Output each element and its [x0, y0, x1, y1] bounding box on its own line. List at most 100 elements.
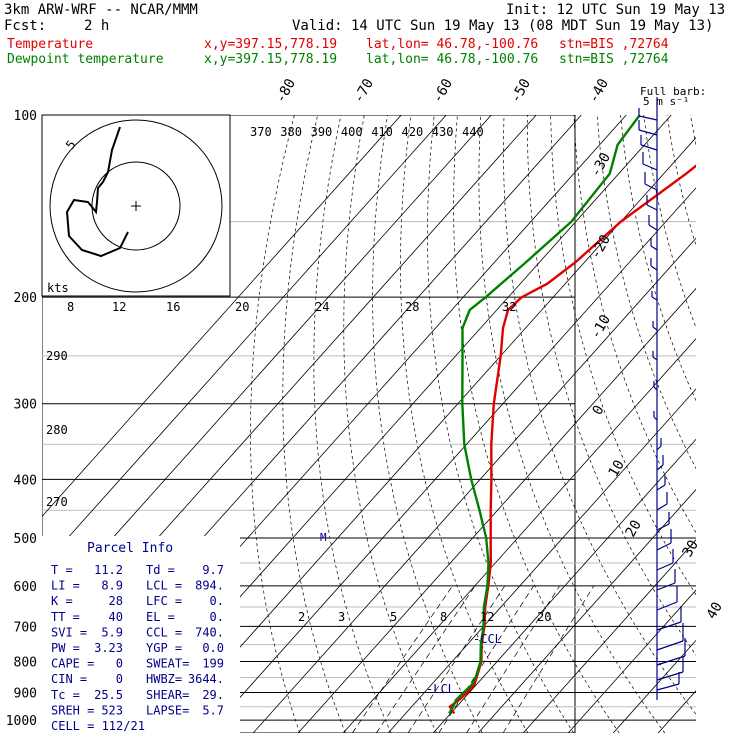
wind-barb: [656, 601, 678, 611]
temperature-profile: [448, 164, 696, 715]
hodograph-speed-tick: 12: [112, 300, 126, 314]
parcel-info-key: Tc =: [51, 688, 80, 702]
isotherm: [612, 639, 696, 733]
mixing-ratio-tick: 8: [440, 610, 447, 624]
isotherm: [387, 388, 696, 733]
temperature-tick: 40: [704, 599, 726, 622]
wind-barb: [656, 484, 666, 491]
mixing-ratio-line: [376, 585, 476, 733]
parcel-info-key: CAPE =: [51, 657, 94, 671]
parcel-info-value: 523: [101, 703, 123, 717]
theta-e-tick: 430: [432, 125, 454, 139]
temperature-tick: -10: [588, 312, 615, 342]
temperature-tick: -20: [588, 232, 615, 262]
isotherm: [567, 589, 696, 733]
theta-label: 270: [46, 495, 68, 509]
forecast-label: Fcst:: [4, 18, 47, 34]
dry-adiabat: [250, 115, 301, 733]
parcel-info-key: PW =: [51, 641, 80, 655]
barb-note-units: 5 m s⁻¹: [643, 95, 689, 108]
dewpoint-station: stn=BIS ,72764: [559, 52, 669, 67]
wind-barb: [656, 464, 664, 471]
dewpoint-legend: Dewpoint temperature: [7, 52, 164, 67]
valid-time: Valid: 14 UTC Sun 19 May 13 (08 MDT Sun …: [292, 18, 714, 34]
parcel-info-title: Parcel Info: [87, 541, 173, 556]
theta-e-tick: 390: [311, 125, 333, 139]
wind-barb: [638, 115, 658, 121]
lcl-marker: -LCL: [426, 682, 455, 696]
temperature-tick: -30: [588, 150, 615, 180]
pressure-label-600: 600: [14, 580, 37, 595]
mixing-ratio-tick: 5: [390, 610, 397, 624]
isotherm: [42, 115, 492, 618]
isotherm: [477, 488, 696, 733]
pressure-label-900: 900: [14, 686, 37, 701]
parcel-info-value: 894.: [195, 579, 224, 593]
wind-barb: [652, 356, 658, 361]
theta-e-tick: 410: [371, 125, 393, 139]
parcel-info-value: 8.9: [101, 579, 123, 593]
wind-barb: [656, 562, 674, 571]
temperature-xy: x,y=397.15,778.19: [204, 37, 338, 52]
parcel-info-value: 25.5: [94, 688, 123, 702]
dry-adiabat: [503, 115, 696, 715]
hodograph-trace: [65, 126, 129, 258]
temperature-latlon: lat,lon= 46.78,-100.76: [366, 37, 539, 52]
wind-barb: [656, 640, 684, 651]
dry-adiabat: [453, 115, 620, 733]
temperature-station: stn=BIS ,72764: [559, 37, 669, 52]
isotherm: [42, 115, 447, 568]
init-time: Init: 12 UTC Sun 19 May 13: [506, 2, 726, 18]
wind-barb: [638, 129, 658, 136]
dry-adiabat: [690, 115, 696, 147]
temperature-tick: 0: [590, 403, 608, 418]
isotherm: [432, 438, 696, 733]
dry-adiabat: [596, 115, 696, 470]
parcel-info-value: 3.23: [94, 641, 123, 655]
parcel-info-key: SVI =: [51, 625, 87, 639]
dry-adiabat: [550, 115, 696, 596]
parcel-info-panel: [42, 536, 240, 733]
isotherm: [252, 237, 696, 733]
parcel-info-value: 5.9: [101, 625, 123, 639]
temperature-tick: -50: [508, 76, 535, 106]
hodograph-speed-tick: kts: [47, 281, 69, 295]
pressure-label-500: 500: [14, 532, 37, 547]
parcel-info-value: 29.: [202, 688, 224, 702]
mixing-ratio-line: [352, 585, 453, 733]
parcel-info-value: 0: [116, 672, 123, 686]
dry-adiabat: [400, 115, 529, 733]
isotherm: [297, 287, 696, 733]
hodograph-speed-tick: 8: [67, 300, 74, 314]
wind-barb: [656, 582, 676, 591]
hodograph-speed-tick: 24: [315, 300, 329, 314]
pressure-label-1000: 1000: [6, 714, 37, 729]
wind-barb: [642, 163, 658, 171]
parcel-info-value: 0.0: [202, 641, 224, 655]
temperature-tick: -40: [586, 76, 613, 106]
dry-adiabat: [714, 115, 740, 733]
wind-barb: [656, 655, 686, 666]
parcel-info-key: LAPSE=: [146, 703, 189, 717]
parcel-info-value: 28: [109, 594, 123, 608]
wind-barb: [656, 503, 668, 511]
wind-barb: [648, 224, 658, 231]
dewpoint-xy: x,y=397.15,778.19: [204, 52, 338, 67]
mixing-ratio-line: [466, 585, 560, 733]
temperature-tick: -60: [430, 76, 457, 106]
parcel-info-key: LCL =: [146, 579, 182, 593]
mixing-ratio-tick: 12: [480, 610, 494, 624]
parcel-info-value: 199: [202, 657, 224, 671]
dry-adiabat: [427, 115, 574, 733]
parcel-info-value: 9.7: [202, 563, 224, 577]
dry-adiabat: [526, 115, 696, 656]
dewpoint-profile: [448, 115, 641, 715]
model-title: 3km ARW-WRF -- NCAR/MMM: [4, 2, 198, 18]
parcel-info-key: TT =: [51, 610, 80, 624]
mixing-ratio-tick: 20: [537, 610, 551, 624]
pressure-label-200: 200: [14, 291, 37, 306]
dry-adiabat: [343, 115, 438, 733]
dry-adiabat: [313, 115, 392, 733]
parcel-info-key: LI =: [51, 579, 80, 593]
